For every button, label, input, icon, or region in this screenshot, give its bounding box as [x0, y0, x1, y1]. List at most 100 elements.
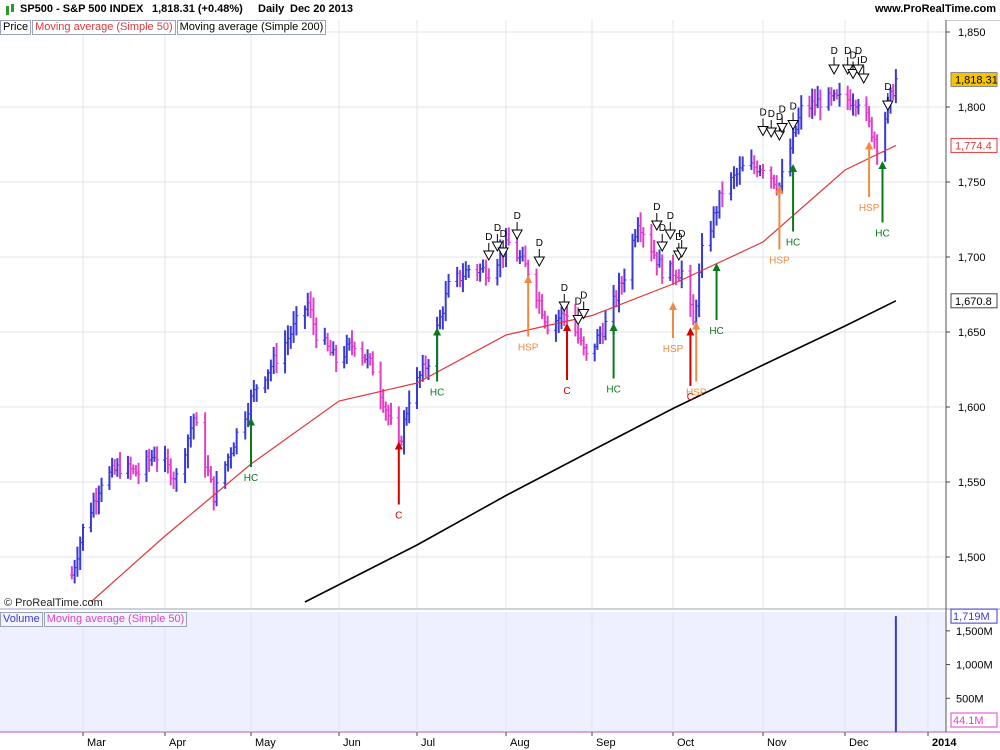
d-marker-label: D [500, 229, 507, 240]
vol-y-tick-label: 1,500M [956, 626, 993, 638]
hc-arrow-label: HC [244, 473, 258, 484]
legend-vol-ma[interactable]: Moving average (Simple 50) [43, 612, 188, 627]
legend-volume[interactable]: Volume [0, 612, 43, 627]
d-marker-label: D [536, 238, 543, 249]
volume-value-box [950, 608, 998, 624]
d-marker-label: D [860, 55, 867, 66]
c-arrow-head [394, 441, 403, 450]
site-link[interactable]: www.ProRealTime.com [874, 3, 996, 15]
date-label: Dec 20 2013 [290, 3, 353, 15]
y-tick-label: 1,500 [958, 552, 986, 564]
x-tick-label: Apr [169, 737, 186, 749]
ma200-value-label: 1,670.8 [955, 296, 992, 308]
d-marker-label: D [675, 232, 682, 243]
d-marker-label: D [514, 211, 521, 222]
hc-arrow-head [789, 164, 798, 172]
hsp-arrow-head [524, 275, 533, 283]
y-tick-label: 1,800 [958, 102, 986, 114]
d-marker-label: D [667, 211, 674, 222]
hsp-arrow-head [775, 185, 784, 193]
legend-ma50[interactable]: Moving average (Simple 50) [32, 20, 176, 35]
vol-ma-value-label: 44.1M [953, 715, 984, 727]
c-arrow-label: C [687, 392, 694, 403]
vol-ma-value-box [950, 712, 998, 728]
ma50-value-box [950, 137, 998, 153]
d-marker-label: D [776, 112, 783, 123]
hc-arrow-label: HC [709, 326, 723, 337]
d-marker-label: D [850, 51, 857, 62]
legend-price[interactable]: Price [0, 20, 32, 35]
ma50-value-label: 1,774.4 [955, 140, 992, 152]
ma200-line [304, 300, 897, 603]
y-tick-label: 1,600 [958, 402, 986, 414]
d-marker-label: D [653, 202, 660, 213]
hsp-arrow-label: HSP [518, 343, 539, 354]
hc-arrow-label: HC [606, 385, 620, 396]
hsp-arrow-head [865, 141, 874, 150]
ohlc-bars [69, 69, 898, 584]
legend-ma200[interactable]: Moving average (Simple 200) [176, 20, 327, 35]
volume-bar [894, 616, 897, 732]
ma200-value-box [950, 293, 998, 309]
hc-arrow-head [433, 327, 442, 336]
hc-arrow-head [878, 161, 887, 169]
hsp-arrow-label: HSP [769, 256, 790, 267]
hc-arrow-label: HC [430, 388, 444, 399]
d-marker-label: D [779, 105, 786, 116]
hc-arrow-head [712, 263, 721, 271]
vol-y-tick-label: 500M [956, 693, 984, 705]
ma50-line [90, 144, 897, 603]
hc-arrow-label: HC [875, 229, 889, 240]
price-legend: Price Moving average (Simple 50) Moving … [0, 20, 327, 35]
hsp-arrow-label: HSP [663, 344, 684, 355]
d-marker-label: D [580, 291, 587, 302]
hc-arrow-head [247, 417, 255, 426]
hsp-arrow-head [692, 321, 701, 330]
d-marker-label: D [659, 223, 666, 234]
d-marker-label: D [760, 108, 767, 119]
y-tick-label: 1,700 [958, 252, 986, 264]
d-marker-label: D [575, 297, 582, 308]
x-tick-label: Aug [510, 737, 530, 749]
vol-y-tick-label: 1,000M [956, 660, 993, 672]
last-price: 1,818.31 (+0.48%) [152, 3, 243, 15]
x-tick-label: Mar [87, 737, 106, 749]
x-tick-label: Sep [596, 737, 616, 749]
y-tick-label: 1,550 [958, 477, 986, 489]
d-marker-label: D [494, 223, 501, 234]
x-tick-label: Nov [767, 737, 787, 749]
symbol-name: SP500 - S&P 500 INDEX [20, 3, 144, 15]
x-tick-label: Jun [343, 737, 361, 749]
price-value-label: 1,818.31 [955, 75, 998, 87]
d-marker-label: D [678, 229, 685, 240]
watermark: © ProRealTime.com [4, 597, 103, 609]
d-marker-label: D [485, 232, 492, 243]
c-arrow-label: C [563, 386, 570, 397]
y-tick-label: 1,650 [958, 327, 986, 339]
d-marker-label: D [831, 46, 838, 57]
y-tick-label: 1,850 [958, 27, 986, 39]
d-marker-label: D [844, 46, 851, 57]
d-marker-label: D [561, 283, 568, 294]
hc-arrow-head [609, 323, 618, 331]
hsp-arrow-label: HSP [859, 203, 880, 214]
x-tick-label: Dec [849, 737, 869, 749]
logo-icon [5, 4, 17, 19]
price-value-box [950, 72, 998, 88]
x-tick-label: 2014 [932, 737, 957, 749]
y-tick-label: 1,750 [958, 177, 986, 189]
d-marker-label: D [790, 102, 797, 113]
chart-header: SP500 - S&P 500 INDEX 1,818.31 (+0.48%) … [0, 0, 1000, 21]
x-tick-label: May [255, 737, 276, 749]
hsp-arrow-head [669, 302, 677, 310]
c-arrow-label: C [395, 511, 402, 522]
x-tick-label: Oct [677, 737, 694, 749]
d-marker-label: D [855, 46, 862, 57]
c-arrow-head [563, 323, 572, 331]
period-label: Daily [258, 3, 285, 15]
x-tick-label: Jul [421, 737, 435, 749]
hc-arrow-label: HC [786, 238, 800, 249]
d-marker-label: D [768, 109, 775, 120]
